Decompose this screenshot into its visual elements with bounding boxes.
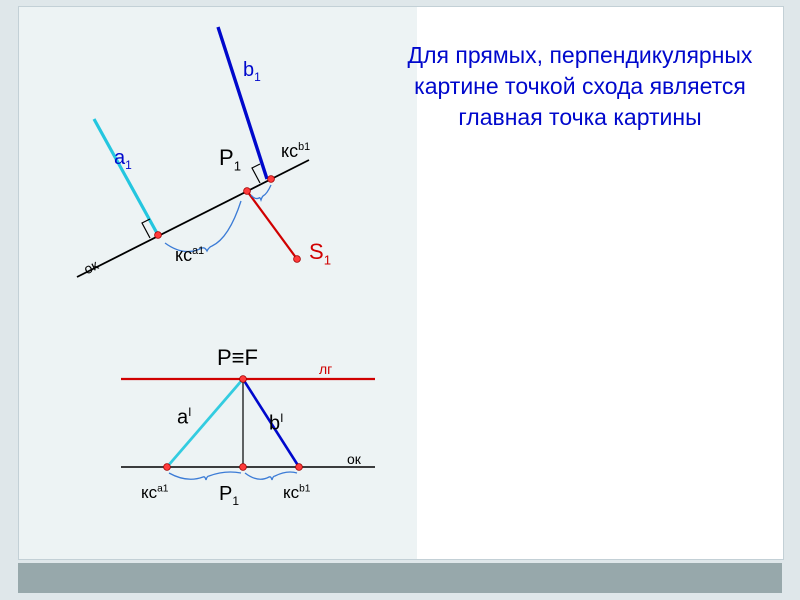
top-S1-label: S1	[309, 239, 331, 267]
top-b1-label: b1	[243, 59, 261, 84]
bot-kc-a1-label: ксa1	[141, 483, 168, 503]
bot-bI-label: bI	[269, 411, 283, 436]
caption-text: Для прямых, перпендикулярных картине точ…	[400, 40, 760, 133]
bot-P1-label: P1	[219, 483, 239, 508]
top-a1-label: a1	[114, 147, 132, 172]
bot-brace-right	[245, 472, 297, 480]
top-s1-line	[247, 191, 297, 259]
top-perp-mark-b1	[252, 164, 260, 183]
top-a1-line	[94, 119, 158, 235]
bot-PF-label: P≡F	[217, 345, 258, 371]
bot-brace-left	[169, 472, 241, 480]
bot-aI-label: aI	[177, 405, 191, 430]
top-perp-mark-a1	[142, 219, 150, 238]
top-P1-label: P1	[219, 145, 241, 173]
bot-kc-b1-label: ксb1	[283, 483, 310, 503]
diagram-pane: ок a1 b1 P1 S1 ксb1 ксa1 P≡F лг ок aI bI	[19, 7, 417, 559]
top-kc-a1-label: ксa1	[175, 245, 204, 266]
top-kc-b1-label: ксb1	[281, 141, 310, 162]
bot-lg-label: лг	[319, 361, 332, 377]
bot-ok-label: ок	[347, 451, 361, 467]
diagram-svg	[19, 7, 417, 559]
footer-bar	[18, 563, 782, 593]
